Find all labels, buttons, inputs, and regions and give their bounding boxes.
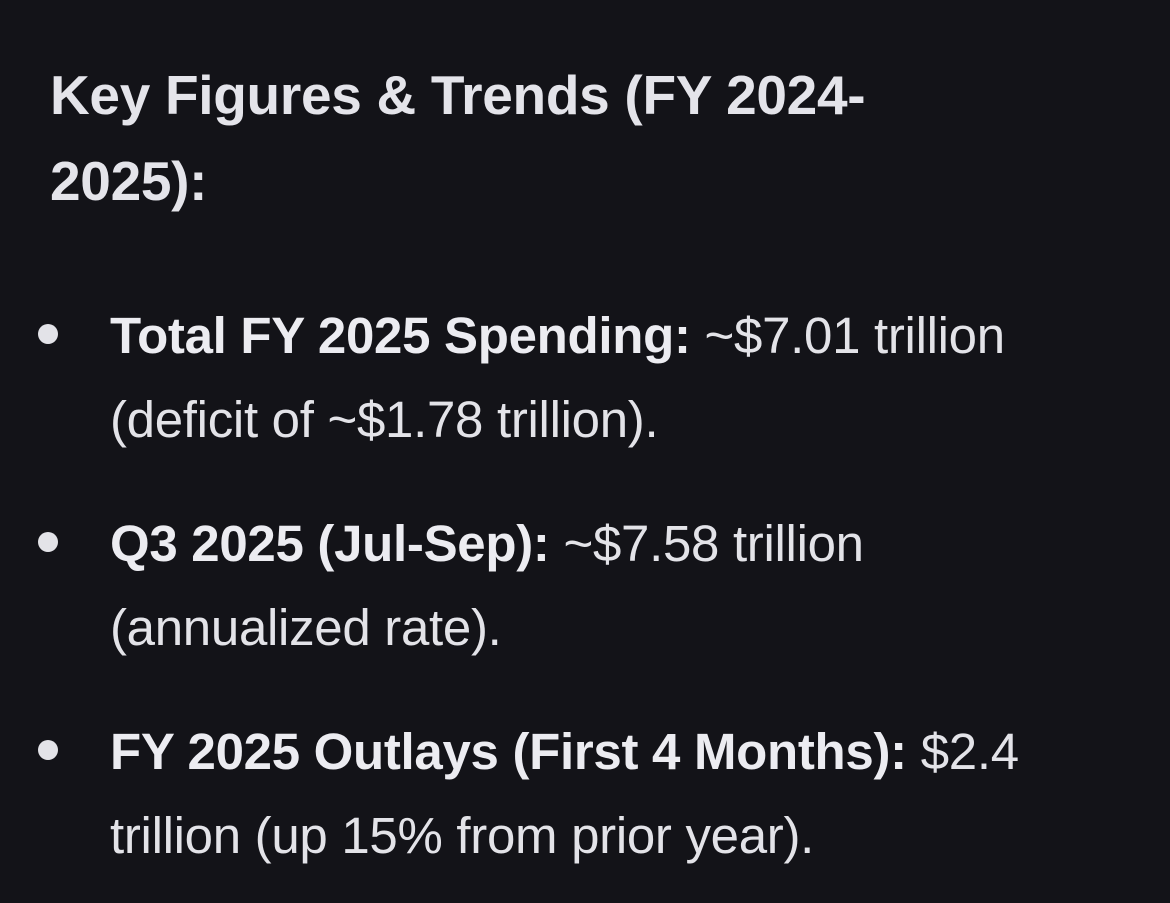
list-item-q3: Q3 2025 (Jul-Sep): ~$7.58 trillion (annu… bbox=[38, 502, 1110, 670]
list-item-outlays: FY 2025 Outlays (First 4 Months): $2.4 t… bbox=[38, 710, 1110, 878]
bullet-icon bbox=[38, 324, 58, 344]
bullet-icon bbox=[38, 532, 58, 552]
list-item-label: Total FY 2025 Spending: bbox=[110, 307, 691, 364]
list-item-text: $2.4 trillion (up 15% from prior year). bbox=[110, 723, 1019, 864]
bullet-icon bbox=[38, 740, 58, 760]
key-figures-list: Total FY 2025 Spending: ~$7.01 trillion … bbox=[38, 294, 1110, 878]
list-item-label: FY 2025 Outlays (First 4 Months): bbox=[110, 723, 907, 780]
list-item-label: Q3 2025 (Jul-Sep): bbox=[110, 515, 550, 572]
list-item-text: ~$7.58 trillion (annualized rate). bbox=[110, 515, 864, 656]
list-item-text: ~$7.01 trillion (deficit of ~$1.78 trill… bbox=[110, 307, 1005, 448]
section-heading: Key Figures & Trends (FY 2024-2025): bbox=[50, 64, 866, 212]
list-item-total-spending: Total FY 2025 Spending: ~$7.01 trillion … bbox=[38, 294, 1110, 462]
